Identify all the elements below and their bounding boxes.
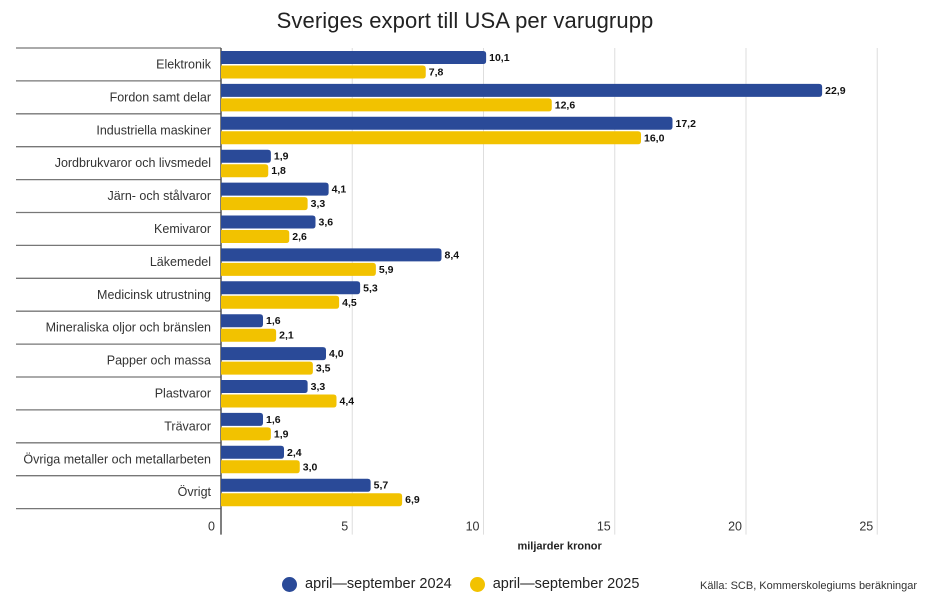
bar-2025: [221, 460, 300, 474]
data-label: 2,4: [287, 447, 302, 459]
bar-2025: [221, 65, 426, 79]
data-label: 1,9: [274, 428, 289, 440]
data-label: 7,8: [429, 67, 444, 79]
data-label: 4,4: [340, 396, 355, 408]
data-label: 3,3: [311, 198, 326, 210]
bar-2024: [221, 347, 326, 361]
bar-2025: [221, 493, 403, 507]
data-label: 3,3: [311, 381, 326, 393]
bar-2024: [221, 281, 361, 295]
data-label: 1,6: [266, 315, 281, 327]
bar-2025: [221, 197, 308, 211]
bar-2024: [221, 51, 487, 64]
bar-2024: [221, 314, 263, 328]
data-label: 4,5: [342, 297, 357, 309]
legend-label-2024: april—september 2024: [305, 576, 452, 592]
bar-2024: [221, 478, 371, 492]
category-label: Kemivaror: [154, 222, 211, 236]
x-tick-label: 25: [859, 520, 873, 534]
data-label: 4,0: [329, 348, 344, 360]
x-tick-label: 10: [466, 520, 480, 534]
chart-title: Sveriges export till USA per varugrupp: [276, 8, 654, 33]
x-tick-label: 15: [597, 520, 611, 534]
bar-2024: [221, 445, 284, 459]
data-label: 6,9: [405, 494, 420, 506]
category-label: Mineraliska oljor och bränslen: [46, 321, 211, 335]
category-label: Läkemedel: [150, 255, 211, 269]
bar-2025: [221, 394, 337, 408]
bar-2024: [221, 380, 308, 393]
data-label: 1,6: [266, 414, 281, 426]
bar-2025: [221, 164, 269, 178]
category-label: Jordbrukvaror och livsmedel: [55, 156, 211, 170]
bar-2025: [221, 427, 271, 441]
category-label: Järn- och stålvaror: [107, 189, 211, 203]
category-label: Papper och massa: [107, 354, 211, 368]
data-label: 5,9: [379, 264, 394, 276]
category-label: Fordon samt delar: [110, 90, 211, 104]
x-tick-label: 0: [208, 520, 215, 534]
bar-2024: [221, 182, 329, 196]
data-label: 1,8: [271, 165, 286, 177]
bar-2025: [221, 98, 552, 112]
category-label: Medicinsk utrustning: [97, 288, 211, 302]
bar-2024: [221, 149, 271, 163]
legend-item-2025: april—september 2025: [469, 576, 640, 592]
bar-2024: [221, 116, 673, 130]
data-label: 3,6: [319, 217, 334, 229]
data-label: 4,1: [332, 184, 347, 196]
category-label: Elektronik: [156, 57, 212, 71]
category-label: Trävaror: [164, 419, 211, 433]
data-label: 10,1: [489, 52, 510, 64]
category-label: Övrigt: [178, 485, 212, 499]
x-tick-label: 20: [728, 520, 742, 534]
legend-label-2025: april—september 2025: [492, 576, 640, 592]
x-axis-title: miljarder kronor: [517, 541, 602, 553]
data-label: 16,0: [644, 132, 665, 144]
source-note: Källa: SCB, Kommerskolegiums beräkningar: [700, 580, 918, 592]
bar-2024: [221, 412, 263, 426]
bar-2025: [221, 262, 376, 276]
legend-swatch-2025: [469, 576, 485, 592]
data-label: 3,0: [303, 461, 318, 473]
category-label: Övriga metaller och metallarbeten: [23, 452, 211, 466]
category-label: Industriella maskiner: [96, 123, 211, 137]
data-label: 22,9: [825, 85, 846, 97]
bar-2024: [221, 83, 823, 97]
bar-2025: [221, 328, 277, 342]
bar-2025: [221, 230, 290, 243]
bar-2025: [221, 295, 340, 309]
data-label: 2,1: [279, 330, 294, 342]
data-label: 3,5: [316, 363, 331, 375]
data-label: 5,7: [374, 480, 389, 492]
category-label: Plastvaror: [155, 386, 211, 400]
data-label: 1,9: [274, 151, 289, 163]
legend-item-2024: april—september 2024: [282, 576, 452, 592]
x-tick-label: 5: [341, 520, 348, 534]
data-label: 8,4: [445, 249, 460, 261]
data-label: 2,6: [292, 231, 307, 243]
bar-2024: [221, 248, 442, 262]
data-label: 17,2: [676, 118, 697, 130]
bar-2025: [221, 361, 313, 375]
bar-2025: [221, 131, 641, 145]
data-label: 12,6: [555, 99, 576, 111]
legend-swatch-2024: [282, 576, 297, 592]
data-label: 5,3: [363, 282, 378, 294]
legend: april—september 2024 april—september 202…: [282, 576, 657, 592]
bar-2024: [221, 215, 316, 229]
